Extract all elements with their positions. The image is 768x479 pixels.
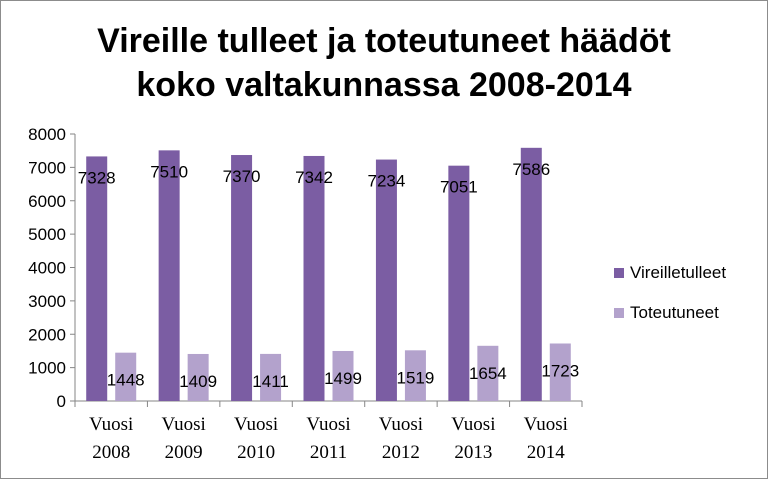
- x-tick-label: Vuosi: [306, 414, 350, 435]
- data-label: 1499: [324, 369, 362, 388]
- bar-toteutuneet: [115, 352, 137, 401]
- x-tick-label: 2009: [165, 442, 203, 463]
- bar-toteutuneet: [260, 353, 282, 401]
- data-label: 7342: [295, 168, 333, 187]
- y-tick-label: 1000: [28, 359, 66, 378]
- bar-toteutuneet: [477, 345, 499, 401]
- bar-toteutuneet: [549, 343, 571, 401]
- data-label: 7328: [78, 168, 116, 187]
- x-tick-label: Vuosi: [162, 414, 206, 435]
- bar-vireilletulleet: [86, 156, 108, 401]
- data-label: 1411: [252, 372, 289, 391]
- x-tick-label: 2008: [92, 442, 130, 463]
- bar-toteutuneet: [332, 350, 354, 401]
- data-label: 7510: [150, 162, 188, 181]
- chart-title-line-1: Vireille tulleet ja toteutuneet häädöt: [97, 22, 671, 60]
- x-tick-label: Vuosi: [524, 414, 568, 435]
- x-tick-label: 2013: [454, 442, 492, 463]
- bar-vireilletulleet: [375, 159, 397, 401]
- y-tick-label: 0: [57, 392, 66, 411]
- x-tick-label: Vuosi: [89, 414, 133, 435]
- data-label: 1519: [397, 368, 435, 387]
- bar-toteutuneet: [404, 350, 426, 401]
- chart-title: Vireille tulleet ja toteutuneet häädöt k…: [1, 19, 767, 107]
- x-tick-label: 2014: [527, 442, 566, 463]
- y-tick-label: 8000: [28, 125, 66, 144]
- legend-label: Toteutuneet: [630, 303, 719, 322]
- legend-swatch: [614, 268, 624, 278]
- bar-vireilletulleet: [231, 155, 253, 401]
- legend-label: Vireilletulleet: [630, 263, 726, 282]
- y-tick-label: 2000: [28, 325, 66, 344]
- bar-vireilletulleet: [158, 150, 180, 401]
- x-tick-label: 2011: [310, 442, 347, 463]
- data-label: 1654: [469, 364, 507, 383]
- data-label: 7370: [223, 167, 261, 186]
- x-tick-label: 2010: [237, 442, 275, 463]
- x-tick-label: Vuosi: [234, 414, 278, 435]
- bar-vireilletulleet: [303, 155, 325, 401]
- y-tick-label: 7000: [28, 158, 66, 177]
- y-tick-label: 4000: [28, 259, 66, 278]
- x-tick-label: Vuosi: [451, 414, 495, 435]
- data-label: 7586: [512, 160, 550, 179]
- data-label: 1409: [179, 372, 217, 391]
- y-tick-label: 3000: [28, 292, 66, 311]
- data-label: 1448: [107, 371, 145, 390]
- bar-vireilletulleet: [448, 165, 470, 401]
- y-tick-label: 5000: [28, 225, 66, 244]
- x-tick-label: Vuosi: [379, 414, 423, 435]
- data-label: 1723: [541, 361, 579, 380]
- bar-toteutuneet: [187, 353, 209, 401]
- data-label: 7051: [440, 178, 478, 197]
- bar-vireilletulleet: [520, 147, 542, 401]
- x-tick-label: 2012: [382, 442, 420, 463]
- y-tick-label: 6000: [28, 192, 66, 211]
- chart-title-line-2: koko valtakunnassa 2008-2014: [136, 66, 632, 104]
- legend-swatch: [614, 308, 624, 318]
- data-label: 7234: [368, 172, 406, 191]
